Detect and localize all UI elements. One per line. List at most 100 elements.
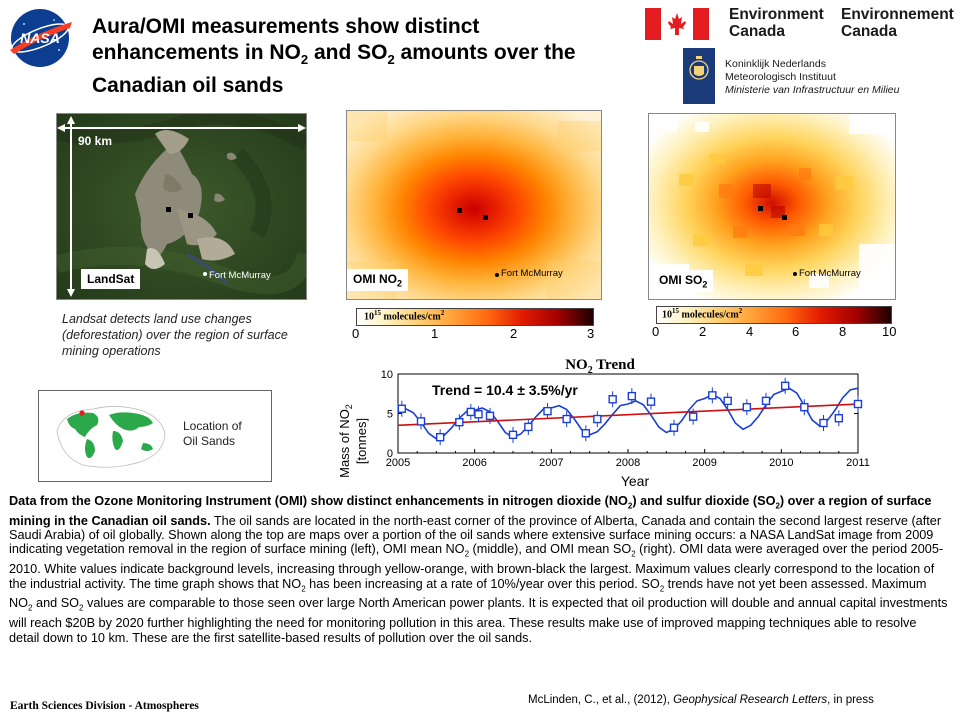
- data-point: [485, 411, 495, 421]
- so2-colorbar-unit: 1015 molecules/cm2: [662, 307, 743, 321]
- landsat-label: LandSat: [81, 269, 141, 289]
- no2-fort-dot: [495, 273, 499, 277]
- data-point: [780, 381, 790, 391]
- knmi-crest-icon: [683, 48, 715, 104]
- so2-colorbar-ticks: 0 2 4 6 8 10: [652, 324, 897, 342]
- linear-trend-line: [397, 403, 859, 427]
- data-point: [708, 391, 717, 400]
- landsat-image: 90 km LandSat Fort McMurray: [54, 110, 315, 300]
- mine-marker-2: [188, 213, 193, 218]
- no2-tick: 0: [352, 326, 360, 341]
- x-tick-label: 2006: [462, 457, 486, 469]
- title-line-2b: and SO: [308, 41, 388, 64]
- title-line-2c: amounts over the: [394, 41, 576, 64]
- y-tick-label: 0: [387, 448, 393, 460]
- chart-ylabel-unit: [tonnes]: [354, 418, 369, 464]
- data-point: [397, 404, 407, 413]
- data-point: [474, 410, 483, 419]
- data-point: [834, 414, 844, 423]
- data-point: [742, 402, 752, 412]
- so2-tick: 0: [652, 324, 660, 339]
- data-point: [723, 396, 732, 406]
- x-tick-label: 2007: [539, 457, 563, 469]
- no2-colorbar-ticks: 0 1 2 3: [352, 326, 595, 344]
- so2-tick: 4: [746, 324, 754, 339]
- no2-colorbar-unit: 1015 molecules/cm2: [364, 309, 445, 323]
- no2-trend-chart: NO2 Trend 2005 2006 2007 2008 2009 2010 2011 0 5…: [337, 357, 870, 489]
- landsat-caption: Landsat detects land use changes (defore…: [62, 312, 288, 358]
- no2-tick: 2: [510, 326, 518, 341]
- no2-marker-2: [483, 215, 488, 220]
- title-line-2a: enhancements in NO: [92, 41, 301, 64]
- so2-tick: 6: [792, 324, 800, 339]
- ec-english: Environment Canada: [729, 6, 824, 40]
- footer-division: Earth Sciences Division - Atmospheres: [10, 700, 199, 712]
- environment-canada-logo: Environment Canada Environnement Canada: [645, 4, 960, 48]
- data-point: [435, 432, 445, 442]
- data-point: [455, 417, 464, 427]
- data-point: [608, 395, 617, 404]
- knmi-logo: Koninklijk Nederlands Meteorologisch Ins…: [683, 48, 960, 104]
- fort-mcmurray-dot: [203, 272, 207, 276]
- data-point: [581, 429, 591, 438]
- x-tick-label: 2005: [386, 457, 410, 469]
- no2-colorbar: [356, 308, 594, 326]
- nasa-logo-text: NASA: [20, 30, 60, 46]
- data-point: [593, 414, 602, 424]
- data-point: [646, 397, 656, 406]
- so2-city-label: Fort McMurray: [799, 268, 861, 279]
- data-point: [524, 422, 533, 432]
- no2-city-label: Fort McMurray: [501, 268, 563, 279]
- so2-tick: 10: [882, 324, 897, 339]
- world-map-icon: [56, 406, 166, 468]
- nasa-logo: NASA: [4, 6, 76, 70]
- data-point: [562, 414, 571, 424]
- data-point: [508, 430, 518, 440]
- page-title: Aura/OMI measurements show distinct enha…: [92, 14, 652, 99]
- data-point: [466, 407, 476, 417]
- trend-annotation: Trend = 10.4 ± 3.5%/yr: [432, 382, 578, 398]
- no2-marker-1: [457, 208, 462, 213]
- y-tick-label: 10: [381, 369, 393, 381]
- omi-so2-map: OMI SO2 Fort McMurray: [648, 113, 896, 300]
- chart-title: NO2 Trend: [565, 357, 635, 376]
- data-point: [761, 396, 771, 406]
- chart-xlabel: Year: [621, 473, 650, 489]
- so2-fort-dot: [793, 272, 797, 276]
- title-sub-so2: 2: [387, 52, 395, 68]
- x-tick-label: 2010: [769, 457, 793, 469]
- title-sub-no2: 2: [300, 52, 309, 68]
- data-point: [543, 406, 552, 416]
- knmi-text: Koninklijk Nederlands Meteorologisch Ins…: [725, 58, 900, 96]
- y-tick-label: 5: [387, 409, 393, 421]
- scale-label: 90 km: [78, 134, 113, 148]
- so2-colorbar: [656, 306, 892, 324]
- landsat-city-label: Fort McMurray: [209, 270, 271, 281]
- title-line-3: Canadian oil sands: [92, 74, 284, 98]
- data-point: [853, 399, 863, 409]
- x-tick-label: 2008: [616, 457, 640, 469]
- omi-no2-label: OMI NO2: [347, 269, 409, 292]
- x-tick-label: 2009: [692, 457, 716, 469]
- data-point: [800, 402, 809, 412]
- x-tick-label: 2011: [846, 457, 870, 469]
- description-paragraph: Data from the Ozone Monitoring Instrumen…: [9, 494, 948, 645]
- no2-tick: 1: [431, 326, 439, 341]
- canada-flag-icon: [645, 8, 709, 40]
- ec-french: Environnement Canada: [841, 6, 954, 40]
- omi-no2-map: OMI NO2 Fort McMurray: [346, 110, 602, 300]
- data-point: [819, 418, 828, 428]
- mine-marker-1: [166, 207, 171, 212]
- so2-tick: 2: [699, 324, 707, 339]
- so2-marker-1: [758, 206, 763, 211]
- data-point: [688, 412, 698, 421]
- footer-reference: McLinden, C., et al., (2012), Geophysica…: [528, 694, 874, 706]
- omi-so2-label: OMI SO2: [653, 270, 714, 293]
- so2-marker-2: [782, 215, 787, 220]
- location-label: Location of Oil Sands: [183, 419, 242, 448]
- so2-tick: 8: [839, 324, 847, 339]
- data-point: [416, 417, 426, 426]
- data-point: [627, 391, 637, 401]
- no2-tick: 3: [587, 326, 595, 341]
- chart-ylabel: Mass of NO2: [337, 404, 354, 478]
